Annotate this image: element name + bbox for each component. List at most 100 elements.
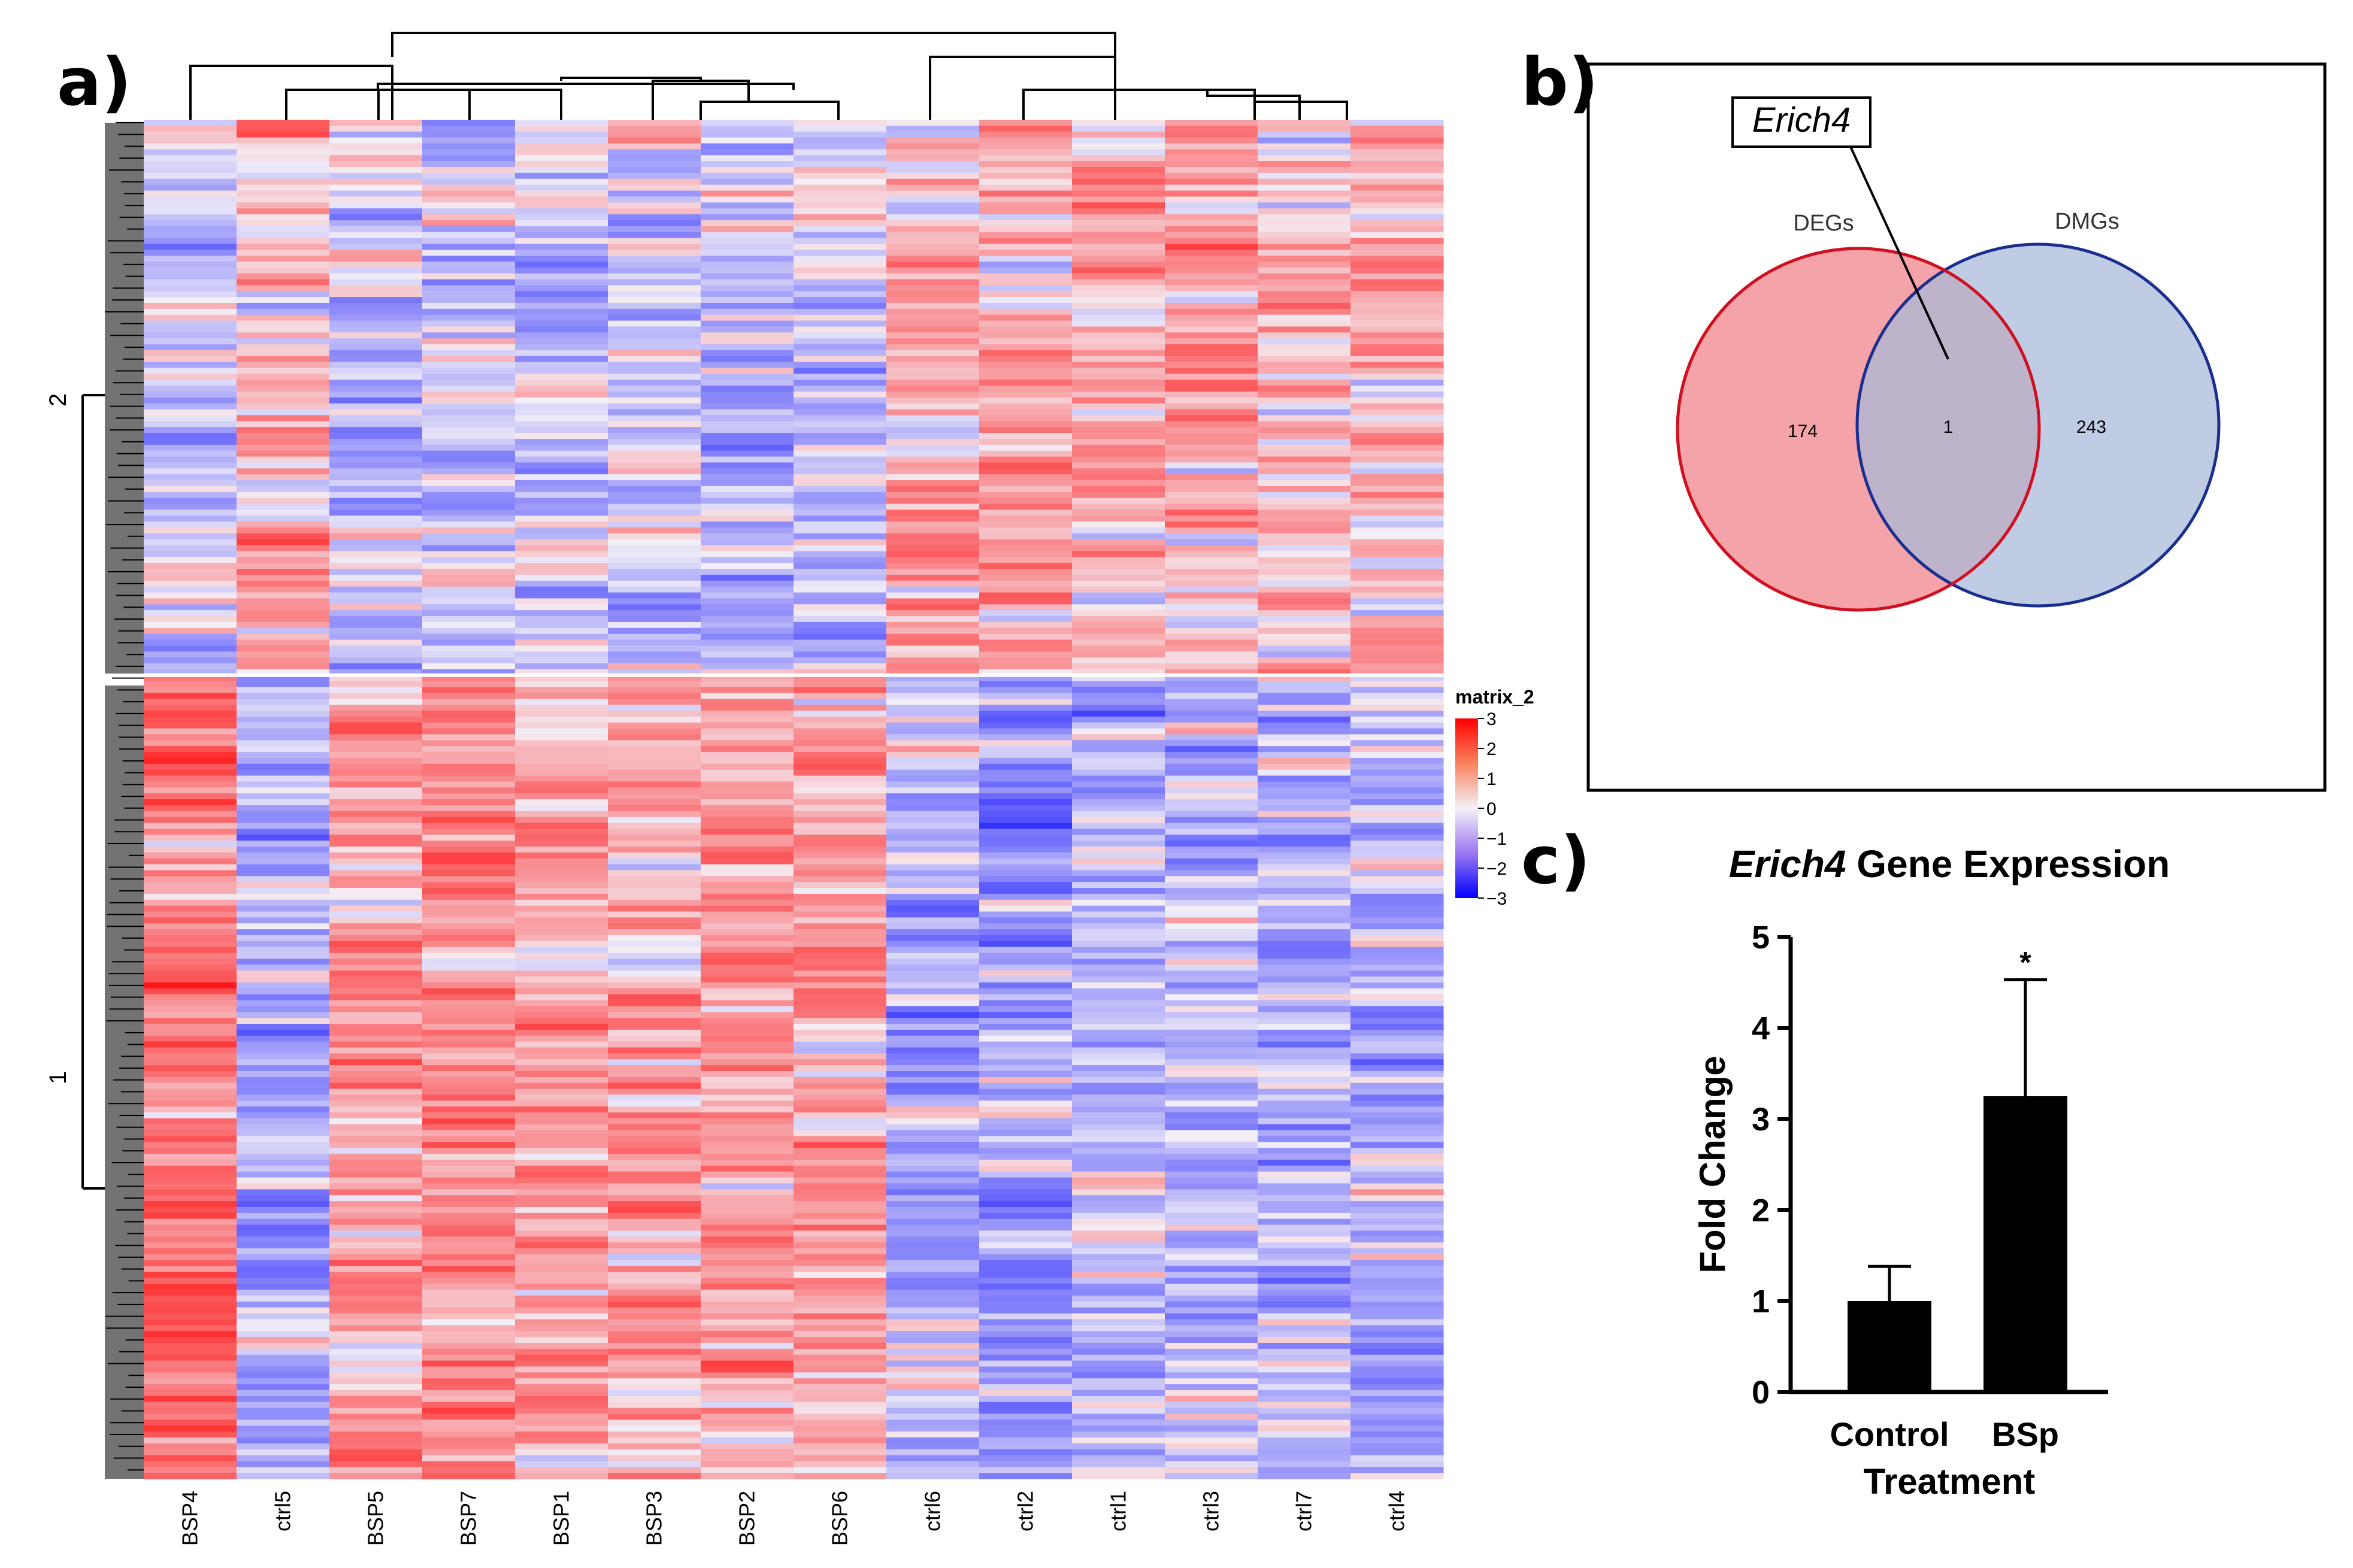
heatmap-cell	[1072, 1118, 1165, 1125]
heatmap-cell	[1165, 1047, 1258, 1054]
heatmap-cell	[144, 586, 237, 593]
heatmap-cell	[237, 705, 330, 711]
heatmap-cell	[1165, 1290, 1258, 1296]
heatmap-cell	[979, 392, 1073, 398]
heatmap-cell	[886, 1076, 980, 1084]
heatmap-cell	[979, 125, 1073, 132]
heatmap-cell	[1165, 1301, 1258, 1308]
heatmap-cell	[1165, 226, 1258, 233]
heatmap-cell	[1350, 1018, 1444, 1024]
heatmap-cell	[422, 1343, 516, 1349]
heatmap-cell	[1350, 823, 1444, 829]
heatmap-cell	[237, 1082, 330, 1090]
heatmap-cell	[1258, 787, 1351, 794]
heatmap-cell	[515, 338, 608, 345]
heatmap-cell	[1165, 763, 1258, 771]
heatmap-cell	[144, 941, 237, 948]
heatmap-cell	[979, 687, 1073, 693]
heatmap-cell	[144, 291, 237, 298]
heatmap-cell	[608, 1284, 701, 1290]
heatmap-cell	[794, 746, 887, 753]
heatmap-cell	[979, 1024, 1073, 1030]
heatmap-cell	[422, 462, 516, 469]
heatmap-cell	[608, 1136, 701, 1143]
heatmap-cell	[1072, 492, 1165, 499]
heatmap-cell	[1350, 462, 1444, 469]
heatmap-cell	[1350, 1426, 1444, 1432]
heatmap-cell	[422, 1420, 516, 1426]
heatmap-cell	[1350, 716, 1444, 723]
heatmap-cell	[1350, 580, 1444, 587]
heatmap-cell	[886, 362, 980, 369]
heatmap-cell	[1350, 161, 1444, 168]
heatmap-cell	[701, 858, 794, 865]
heatmap-cell	[979, 805, 1073, 812]
heatmap-cell	[237, 1183, 330, 1190]
heatmap-cell	[515, 256, 608, 262]
heatmap-cell	[144, 486, 237, 493]
heatmap-cell	[1165, 1088, 1258, 1096]
heatmap-cell	[237, 498, 330, 505]
heatmap-cell	[422, 988, 516, 995]
heatmap-cell	[979, 982, 1073, 989]
heatmap-cell	[1072, 1024, 1165, 1030]
heatmap-cell	[144, 202, 237, 209]
heatmap-cell	[144, 1426, 237, 1432]
heatmap-cell	[1258, 344, 1351, 351]
heatmap-cell	[886, 1378, 980, 1385]
heatmap-cell	[329, 1148, 423, 1154]
heatmap-cell	[144, 705, 237, 711]
heatmap-cell	[144, 699, 237, 705]
heatmap-cell	[979, 627, 1073, 635]
heatmap-cell	[794, 1378, 887, 1385]
heatmap-cell	[144, 811, 237, 818]
heatmap-cell	[1258, 1207, 1351, 1214]
heatmap-cell	[886, 1396, 980, 1403]
heatmap-cell	[1258, 557, 1351, 563]
heatmap-cell	[329, 1189, 423, 1196]
heatmap-cell	[1072, 1136, 1165, 1143]
heatmap-cell	[1258, 935, 1351, 942]
heatmap-cell	[794, 208, 887, 215]
heatmap-cell	[144, 1301, 237, 1308]
heatmap-cell	[979, 1467, 1073, 1473]
heatmap-cell	[1258, 409, 1351, 416]
heatmap-cell	[1165, 1112, 1258, 1119]
heatmap-cell	[144, 120, 237, 126]
heatmap-cell	[144, 433, 237, 439]
heatmap-cell	[144, 1230, 237, 1237]
heatmap-cell	[422, 297, 516, 304]
heatmap-cell	[1165, 929, 1258, 936]
heatmap-cell	[608, 1242, 701, 1249]
heatmap-cell	[1072, 250, 1165, 256]
heatmap-cell	[1165, 1426, 1258, 1432]
heatmap-cell	[1350, 705, 1444, 711]
heatmap-cell	[701, 137, 794, 144]
heatmap-cell	[1165, 302, 1258, 310]
heatmap-cell	[237, 1230, 330, 1237]
heatmap-cell	[1072, 1088, 1165, 1096]
heatmap-cell	[515, 876, 608, 882]
heatmap-cell	[237, 557, 330, 563]
heatmap-cell	[144, 178, 237, 186]
heatmap-cell	[1350, 1319, 1444, 1326]
heatmap-cell	[237, 256, 330, 262]
heatmap-cell	[886, 651, 980, 658]
heatmap-cell	[1258, 196, 1351, 203]
heatmap-cell	[886, 681, 980, 688]
heatmap-cell	[1165, 397, 1258, 404]
heatmap-cell	[608, 1449, 701, 1456]
heatmap-cell	[237, 1094, 330, 1101]
heatmap-cell	[608, 722, 701, 729]
heatmap-cell	[794, 166, 887, 174]
heatmap-cell	[979, 1319, 1073, 1326]
heatmap-cell	[1072, 953, 1165, 960]
heatmap-cell	[886, 740, 980, 747]
heatmap-cell	[515, 214, 608, 221]
heatmap-cell	[515, 1343, 608, 1349]
heatmap-cell	[144, 681, 237, 688]
heatmap-cell	[1165, 515, 1258, 522]
heatmap-cell	[1258, 1372, 1351, 1379]
heatmap-cell	[1258, 433, 1351, 439]
heatmap-cell	[422, 787, 516, 794]
